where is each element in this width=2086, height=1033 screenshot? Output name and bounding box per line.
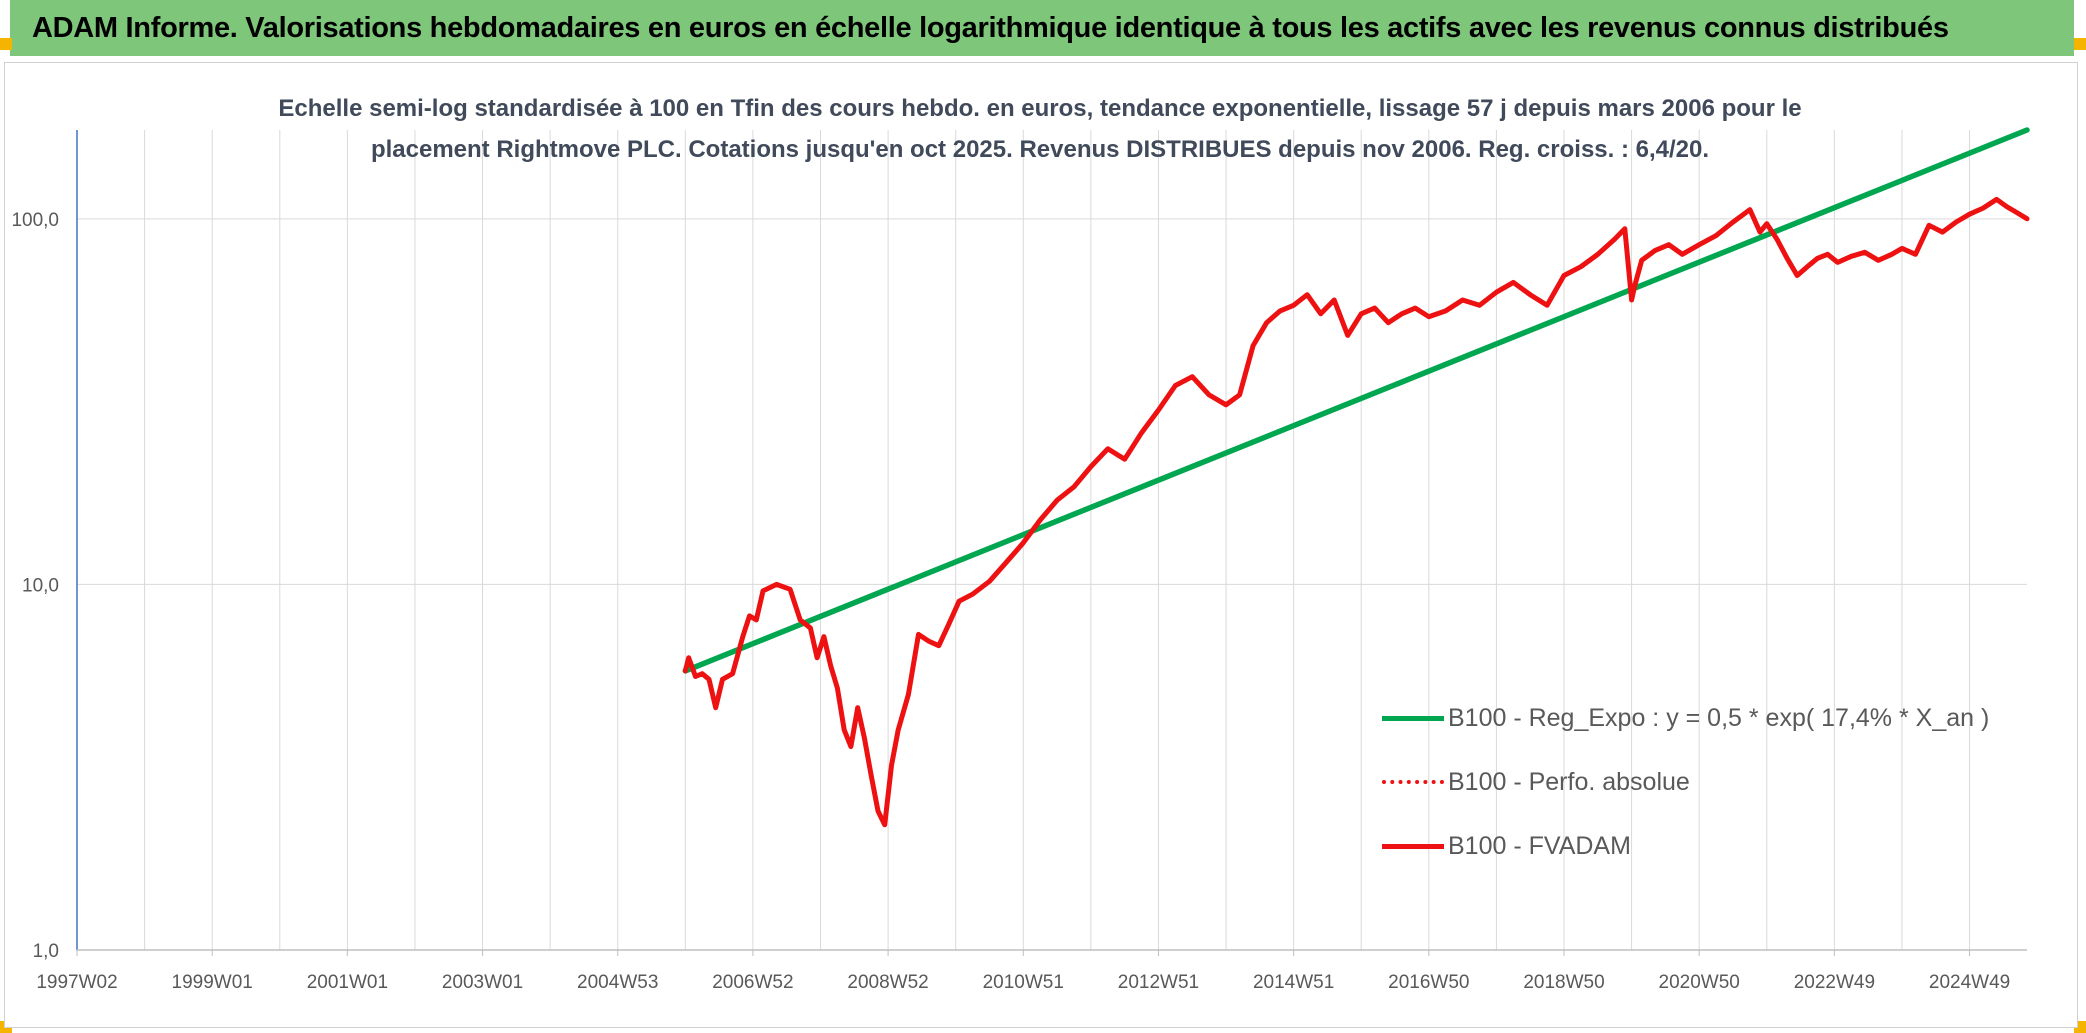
x-tick-label: 2014W51 [1253, 972, 1334, 993]
legend-swatch-red-line [1382, 843, 1444, 849]
corner-accent-top-right [2074, 38, 2086, 50]
legend-item-reg-expo: B100 - Reg_Expo : y = 0,5 * exp( 17,4% *… [1382, 686, 1989, 750]
chart-title: Echelle semi-log standardisée à 100 en T… [278, 95, 1802, 163]
legend: B100 - Reg_Expo : y = 0,5 * exp( 17,4% *… [1382, 686, 1989, 878]
grid [76, 130, 2027, 951]
x-tick-label: 2020W50 [1659, 972, 1740, 993]
legend-swatch-green-line [1382, 715, 1444, 721]
x-tick-label: 2008W52 [847, 972, 928, 993]
header-bar: ADAM Informe. Valorisations hebdomadaire… [10, 0, 2074, 56]
legend-item-perfo-absolue: B100 - Perfo. absolue [1382, 750, 1989, 814]
legend-item-fvadam: B100 - FVADAM [1382, 814, 1989, 878]
page-title: ADAM Informe. Valorisations hebdomadaire… [32, 11, 1949, 44]
y-tick-label: 100,0 [11, 210, 59, 231]
legend-swatch-dotted-red-line [1382, 780, 1444, 784]
x-tick-label: 2024W49 [1929, 972, 2010, 993]
x-tick-label: 2001W01 [307, 972, 388, 993]
y-tick-label: 10,0 [22, 575, 59, 596]
legend-label-perfo-absolue: B100 - Perfo. absolue [1448, 767, 1690, 796]
x-tick-label: 1997W02 [36, 972, 117, 993]
x-tick-label: 1999W01 [172, 972, 253, 993]
x-tick-label: 2012W51 [1118, 972, 1199, 993]
x-tick-label: 2003W01 [442, 972, 523, 993]
x-tick-label: 2004W53 [577, 972, 658, 993]
x-tick-label: 2018W50 [1523, 972, 1604, 993]
corner-accent-top-left [0, 38, 12, 50]
x-tick-label: 2022W49 [1794, 972, 1875, 993]
series-line-2 [682, 196, 2030, 828]
x-tick-label: 2006W52 [712, 972, 793, 993]
legend-label-reg-expo: B100 - Reg_Expo : y = 0,5 * exp( 17,4% *… [1448, 703, 1990, 732]
x-tick-label: 2016W50 [1388, 972, 1469, 993]
legend-label-fvadam: B100 - FVADAM [1448, 831, 1631, 860]
y-tick-label: 1,0 [33, 941, 59, 962]
axes: 1,0 10,0 100,0 1997W02 1999W01 2001W01 2003W01… [11, 130, 2027, 993]
x-tick-label: 2010W51 [983, 972, 1064, 993]
series-line-0 [682, 127, 2030, 674]
series [682, 127, 2030, 828]
